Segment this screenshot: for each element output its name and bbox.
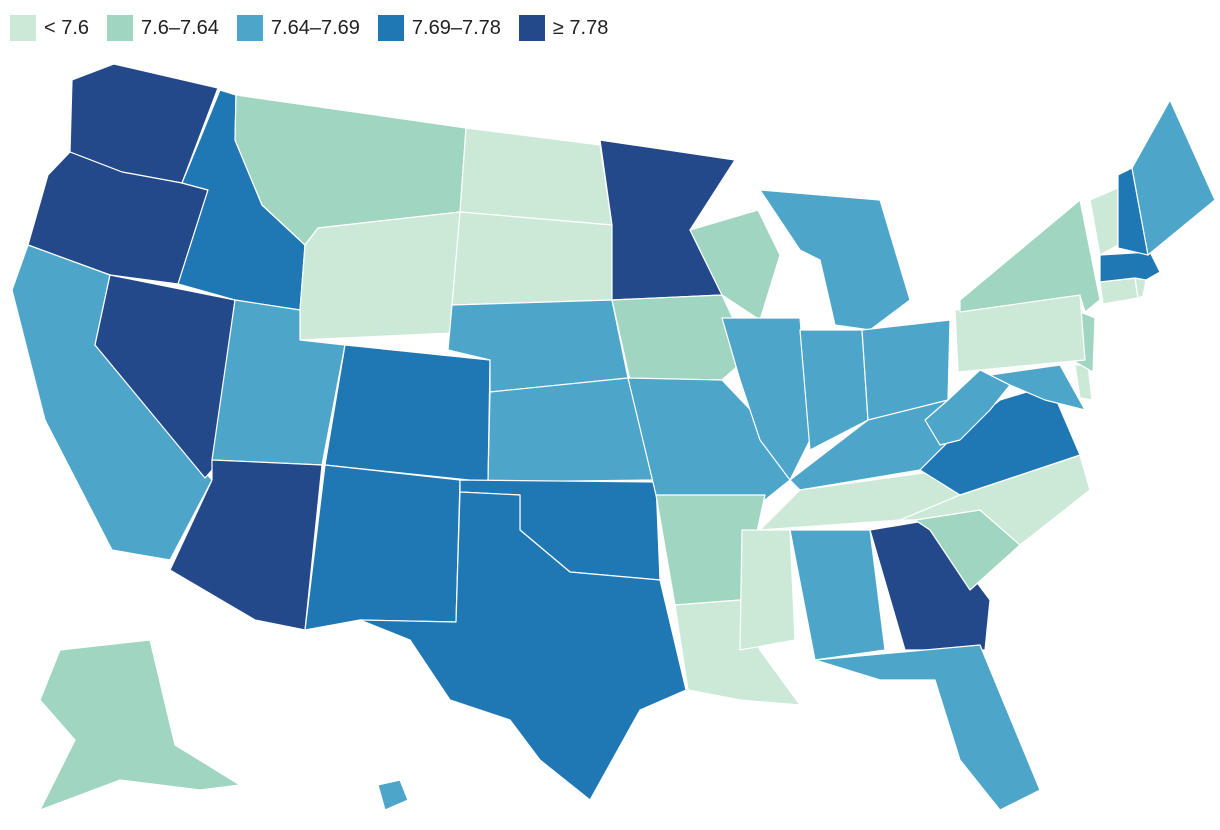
state-wy bbox=[299, 211, 461, 341]
state-sd bbox=[451, 211, 613, 306]
state-mi bbox=[759, 189, 911, 331]
state-me bbox=[1131, 99, 1216, 256]
state-co bbox=[324, 344, 491, 483]
legend-item-bin-0: < 7.6 bbox=[10, 15, 89, 41]
state-az bbox=[169, 459, 323, 631]
state-al bbox=[789, 529, 886, 661]
state-fl bbox=[814, 644, 1041, 811]
legend-label-bin-0: < 7.6 bbox=[44, 16, 90, 39]
legend-label-bin-2: 7.64–7.69 bbox=[270, 16, 360, 39]
legend-item-bin-4: ≥ 7.78 bbox=[518, 15, 609, 41]
state-tx bbox=[359, 491, 687, 801]
state-ms bbox=[739, 529, 796, 651]
state-nm bbox=[304, 464, 461, 631]
state-wv bbox=[924, 369, 1011, 446]
states-layer bbox=[11, 63, 1216, 811]
legend-label-bin-3: 7.69–7.78 bbox=[411, 16, 501, 39]
legend-swatch-bin-1 bbox=[107, 15, 134, 41]
state-ak bbox=[39, 639, 241, 811]
state-md bbox=[989, 364, 1086, 411]
legend-item-bin-3: 7.69–7.78 bbox=[377, 15, 501, 41]
legend-label-bin-1: 7.6–7.64 bbox=[141, 16, 219, 39]
state-vt bbox=[1089, 187, 1119, 256]
legend-swatch-bin-0 bbox=[10, 15, 36, 41]
map-legend: < 7.6 7.6–7.64 7.64–7.69 7.69–7.78 ≥ 7.7… bbox=[10, 14, 608, 42]
state-hi bbox=[377, 779, 409, 811]
legend-swatch-bin-4 bbox=[518, 15, 545, 41]
legend-item-bin-1: 7.6–7.64 bbox=[107, 15, 219, 41]
state-nd bbox=[459, 127, 613, 226]
state-ny bbox=[959, 199, 1101, 313]
state-ks bbox=[487, 377, 657, 483]
legend-label-bin-4: ≥ 7.78 bbox=[552, 16, 609, 39]
state-nv bbox=[94, 274, 236, 479]
state-wi bbox=[689, 209, 781, 321]
legend-item-bin-2: 7.64–7.69 bbox=[236, 15, 360, 41]
state-ma bbox=[1099, 251, 1161, 283]
state-la bbox=[674, 599, 801, 706]
legend-swatch-bin-3 bbox=[377, 15, 404, 41]
legend-swatch-bin-2 bbox=[236, 15, 263, 41]
